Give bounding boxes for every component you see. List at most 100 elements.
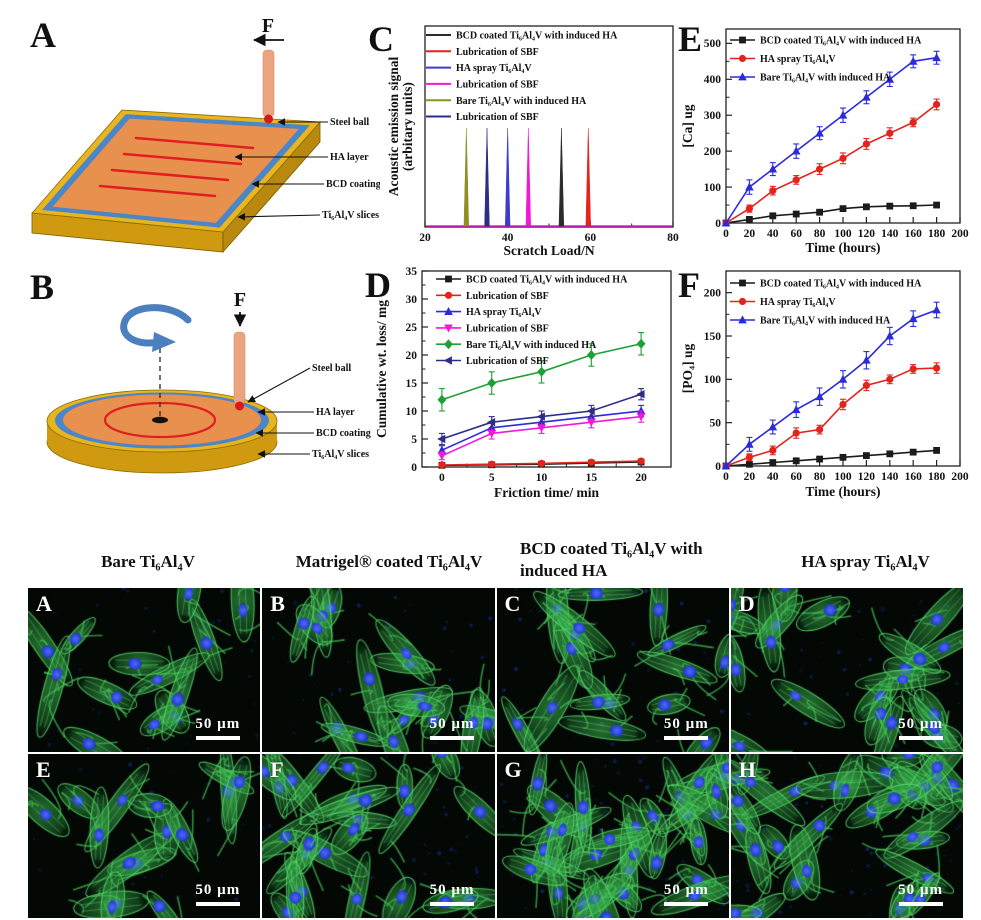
chart-f-po4-release: 0 20 40 60 80 100 120 140 160 180 200 0 50 100 150 200 T…: [680, 270, 969, 499]
scale-bar-line: [430, 902, 475, 906]
micrograph-image: [496, 588, 729, 752]
svg-text:60: 60: [790, 471, 802, 483]
svg-text:40: 40: [767, 471, 779, 483]
scale-bar-label: 50 µm: [898, 882, 943, 898]
micro-panel-g: G 50 µm: [496, 754, 729, 918]
scale-bar: 50 µm: [430, 881, 475, 906]
annotation-ti-slices: Ti₆Al₄V slices: [312, 449, 369, 460]
annotation-ha-layer: HA layer: [330, 152, 369, 163]
micrograph-image: [496, 754, 729, 918]
column-header-bcd: BCD coated Ti₆Al₄V with induced HA: [520, 539, 703, 581]
micro-letter: F: [270, 757, 284, 782]
svg-text:30: 30: [406, 294, 418, 306]
micro-panel-e: E 50 µm: [28, 754, 261, 918]
micro-panel-a: A 50 µm: [28, 588, 261, 752]
chart-e-ca-release: 0 20 40 60 80 100 120 140 160 180 200 0 100 200 300 400…: [680, 28, 969, 255]
svg-text:25: 25: [406, 322, 418, 334]
svg-text:BCD coated Ti₆Al₄V with induce: BCD coated Ti₆Al₄V with induced HA: [456, 31, 618, 42]
micrograph-image: [28, 588, 261, 752]
force-label: F: [262, 15, 274, 37]
scale-bar-line: [898, 736, 943, 740]
scale-bar-line: [430, 736, 475, 740]
svg-text:80: 80: [814, 228, 826, 240]
ha-layer-surface: [52, 118, 299, 223]
svg-text:200: 200: [704, 146, 722, 158]
svg-text:20: 20: [744, 471, 756, 483]
svg-text:400: 400: [704, 74, 722, 86]
svg-text:Lubrication of SBF: Lubrication of SBF: [466, 291, 549, 302]
svg-text:Lubrication of SBF: Lubrication of SBF: [456, 47, 539, 58]
scale-bar-line: [898, 902, 943, 906]
panel-letter-b: B: [30, 267, 55, 307]
panel-letter-f: F: [678, 265, 700, 305]
svg-text:120: 120: [858, 228, 876, 240]
svg-text:5: 5: [411, 434, 417, 446]
svg-text:HA spray Ti₆Al₄V: HA spray Ti₆Al₄V: [760, 54, 836, 65]
annotation-arrow: [237, 212, 321, 221]
micro-panel-b: B 50 µm: [262, 588, 495, 752]
micro-panel-d: D 50 µm: [730, 588, 963, 752]
scale-bar: 50 µm: [430, 715, 475, 740]
svg-text:200: 200: [704, 287, 722, 299]
micro-panel-h: H 50 µm: [730, 754, 963, 918]
annotation-bcd-coating: BCD coating: [316, 428, 371, 439]
svg-text:BCD coated Ti₆Al₄V with induce: BCD coated Ti₆Al₄V with induced HA: [760, 36, 922, 47]
scale-bar-line: [195, 736, 240, 740]
svg-text:Bare Ti₆Al₄V with induced HA: Bare Ti₆Al₄V with induced HA: [760, 73, 891, 84]
micro-letter: D: [738, 591, 755, 616]
svg-text:100: 100: [704, 374, 722, 386]
scale-bar: 50 µm: [195, 715, 240, 740]
svg-text:140: 140: [881, 228, 899, 240]
svg-text:80: 80: [814, 471, 826, 483]
scratch-test-schematic: F Steel ball HA layer BCD coating Ti₆Al₄…: [31, 15, 380, 254]
micrograph-image: [730, 754, 963, 918]
column-header-bare: Bare Ti₆Al₄V: [101, 552, 195, 571]
svg-text:Friction time/ min: Friction time/ min: [494, 485, 599, 500]
annotation-ti-slices: Ti₆Al₄V slices: [322, 210, 379, 221]
svg-text:HA spray Ti₆Al₄V: HA spray Ti₆Al₄V: [466, 307, 542, 318]
wear-test-schematic: F Steel ball HA layer BCD coating Ti₆Al₄…: [46, 289, 371, 474]
svg-text:200: 200: [951, 471, 969, 483]
micrograph-image: [730, 588, 963, 752]
rotation-arrow: [120, 304, 192, 347]
column-header-matrigel: Matrigel® coated Ti₆Al₄V: [295, 552, 483, 571]
svg-text:100: 100: [834, 471, 852, 483]
scale-bar: 50 µm: [195, 881, 240, 906]
svg-text:0: 0: [715, 218, 721, 230]
svg-text:HA spray Ti₆Al₄V: HA spray Ti₆Al₄V: [760, 297, 836, 308]
annotation-steel-ball: Steel ball: [330, 117, 369, 128]
svg-text:10: 10: [536, 472, 548, 484]
svg-text:HA spray Ti₆Al₄V: HA spray Ti₆Al₄V: [456, 63, 532, 74]
scratch-lines: [98, 136, 255, 198]
annotation-ha-layer: HA layer: [316, 407, 355, 418]
micrograph-image: [28, 754, 261, 918]
scale-bar-label: 50 µm: [195, 716, 241, 732]
svg-text:BCD coated Ti₆Al₄V with induce: BCD coated Ti₆Al₄V with induced HA: [466, 275, 628, 286]
svg-text:[Ca] ug: [Ca] ug: [680, 104, 695, 147]
svg-text:20: 20: [419, 232, 431, 244]
svg-text:500: 500: [704, 38, 722, 50]
svg-text:[PO₄] ug: [PO₄] ug: [680, 344, 695, 394]
micro-letter: G: [504, 757, 522, 782]
panel-letter-c: C: [368, 19, 394, 59]
steel-ball: [235, 401, 244, 411]
svg-text:100: 100: [834, 228, 852, 240]
svg-text:180: 180: [928, 228, 946, 240]
force-label: F: [234, 289, 246, 311]
svg-text:Scratch Load/N: Scratch Load/N: [503, 243, 594, 258]
micro-letter: B: [270, 591, 285, 616]
svg-text:60: 60: [585, 232, 597, 244]
panel-letter-a: A: [30, 15, 56, 55]
chart-d-cumulative-wt-loss: 0 5 10 15 20 0 5 10 15 20 25 30 35 Friction time/ min…: [374, 266, 672, 500]
svg-text:40: 40: [767, 228, 779, 240]
rotation-axis-dot: [152, 416, 168, 424]
svg-text:160: 160: [905, 228, 923, 240]
svg-text:15: 15: [406, 378, 418, 390]
svg-text:Lubrication of SBF: Lubrication of SBF: [466, 356, 549, 367]
scale-bar-label: 50 µm: [429, 882, 475, 898]
svg-text:Bare Ti₆Al₄V with induced HA: Bare Ti₆Al₄V with induced HA: [456, 96, 587, 107]
scale-bar-label: 50 µm: [898, 716, 943, 732]
svg-text:35: 35: [406, 266, 418, 278]
chart-c-acoustic-emission: 20 40 60 80 Scratch Load/N Acoustic emission …: [386, 25, 679, 258]
